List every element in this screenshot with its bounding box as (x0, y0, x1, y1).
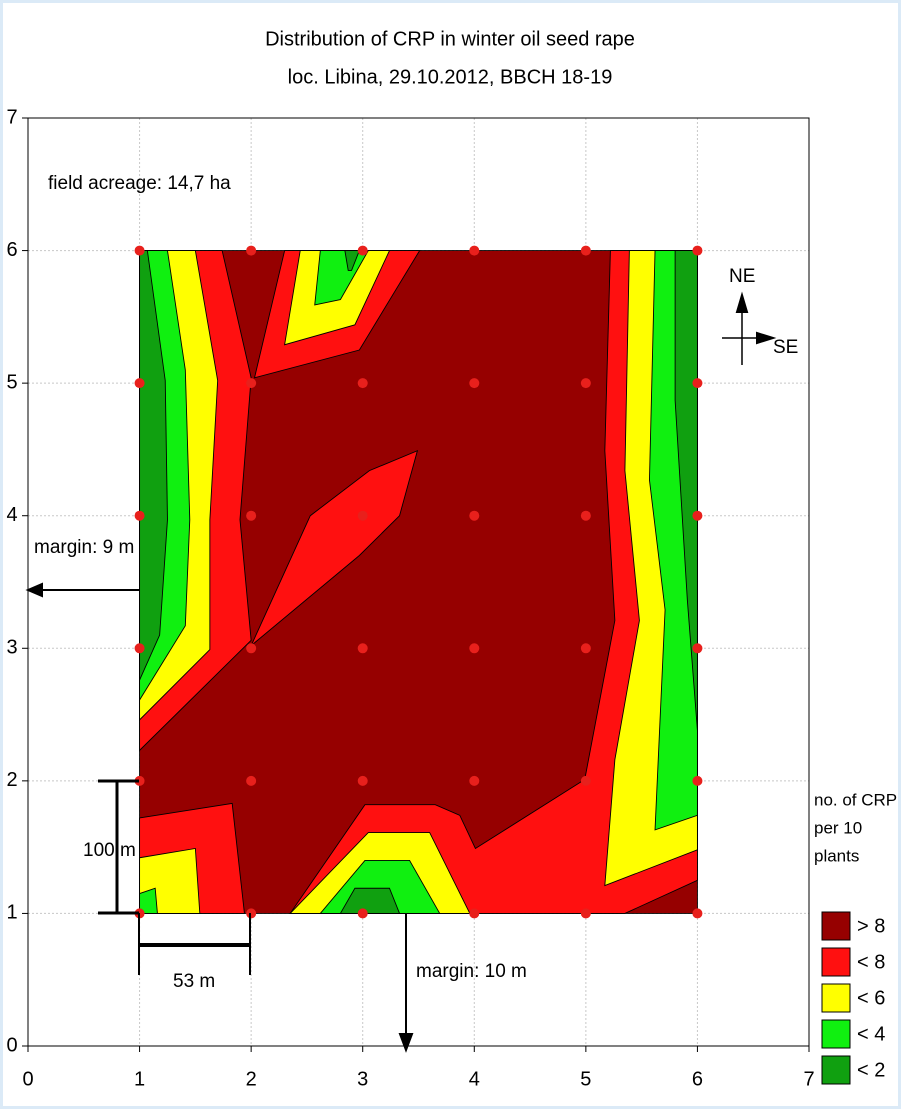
sample-point (134, 378, 145, 389)
annotation: margin: 10 m (416, 961, 527, 982)
sample-point (692, 510, 703, 521)
sample-point (469, 245, 480, 256)
sample-point (357, 510, 368, 521)
x-tick-label: 3 (357, 1068, 368, 1090)
sample-point (357, 245, 368, 256)
sample-point (246, 378, 257, 389)
y-tick-label: 1 (6, 902, 17, 924)
legend-label: < 8 (857, 951, 885, 973)
y-tick-label: 3 (6, 637, 17, 659)
sample-point (692, 245, 703, 256)
contour-region (344, 250, 361, 271)
sample-point (469, 378, 480, 389)
y-tick-label: 5 (6, 371, 17, 393)
legend-swatch (821, 1055, 851, 1085)
sample-point (580, 908, 591, 919)
contour-region (139, 250, 168, 681)
contour-region (139, 887, 158, 914)
contour-region (339, 887, 401, 914)
sample-point (357, 775, 368, 786)
y-tick-label: 6 (6, 239, 17, 261)
sample-point (580, 378, 591, 389)
legend-label: > 8 (857, 915, 885, 937)
sample-point (692, 378, 703, 389)
sample-point (357, 378, 368, 389)
chart-title: Distribution of CRP in winter oil seed r… (265, 28, 635, 50)
x-tick-label: 4 (469, 1068, 480, 1090)
x-tick-label: 2 (246, 1068, 257, 1090)
chart-subtitle: loc. Libina, 29.10.2012, BBCH 18-19 (288, 66, 613, 88)
compass-label: SE (773, 337, 798, 358)
sample-point (469, 643, 480, 654)
sample-point (246, 510, 257, 521)
legend-label: < 4 (857, 1023, 885, 1045)
sample-point (357, 908, 368, 919)
legend-swatch (821, 947, 851, 977)
sample-point (580, 775, 591, 786)
annotation: margin: 9 m (34, 537, 134, 558)
y-tick-label: 0 (6, 1034, 17, 1056)
x-tick-label: 7 (803, 1068, 814, 1090)
plot-frame (27, 117, 810, 1047)
legend-label: < 2 (857, 1059, 885, 1081)
compass-label: NE (729, 266, 755, 287)
sample-point (246, 908, 257, 919)
legend: no. of CRP per 10 plants > 8 < 8 < 6 < 4 < 2 (814, 790, 897, 1085)
sample-point (580, 245, 591, 256)
sample-point (469, 775, 480, 786)
y-tick-label: 4 (6, 504, 17, 526)
x-tick-label: 1 (134, 1068, 145, 1090)
sample-point (469, 908, 480, 919)
sample-point (692, 775, 703, 786)
sample-point (580, 643, 591, 654)
contour-region (289, 250, 698, 914)
y-tick-label: 2 (6, 769, 17, 791)
legend-title: plants (814, 846, 859, 865)
legend-swatch (821, 1019, 851, 1049)
legend-swatch (821, 911, 851, 941)
sample-point (692, 908, 703, 919)
contour-region (250, 449, 419, 646)
sample-point (134, 775, 145, 786)
annotation: 53 m (173, 971, 215, 992)
sample-point (469, 510, 480, 521)
legend-title: per 10 (814, 818, 862, 837)
x-tick-label: 5 (580, 1068, 591, 1090)
annotation: field acreage: 14,7 ha (48, 173, 231, 194)
layout-arrows (25, 291, 777, 1053)
legend-label: < 6 (857, 987, 885, 1009)
sample-point (134, 245, 145, 256)
legend-swatch (821, 983, 851, 1013)
sample-point (580, 510, 591, 521)
sample-point (246, 643, 257, 654)
sample-point (692, 643, 703, 654)
legend-title: no. of CRP (814, 790, 897, 809)
sample-point (134, 643, 145, 654)
x-tick-label: 0 (22, 1068, 33, 1090)
x-tick-label: 6 (692, 1068, 703, 1090)
sample-point (134, 510, 145, 521)
sample-point (246, 775, 257, 786)
sample-point (357, 643, 368, 654)
y-tick-label: 7 (6, 106, 17, 128)
plot-area (27, 117, 810, 1047)
sample-point (246, 245, 257, 256)
annotation: 100 m (83, 840, 136, 861)
